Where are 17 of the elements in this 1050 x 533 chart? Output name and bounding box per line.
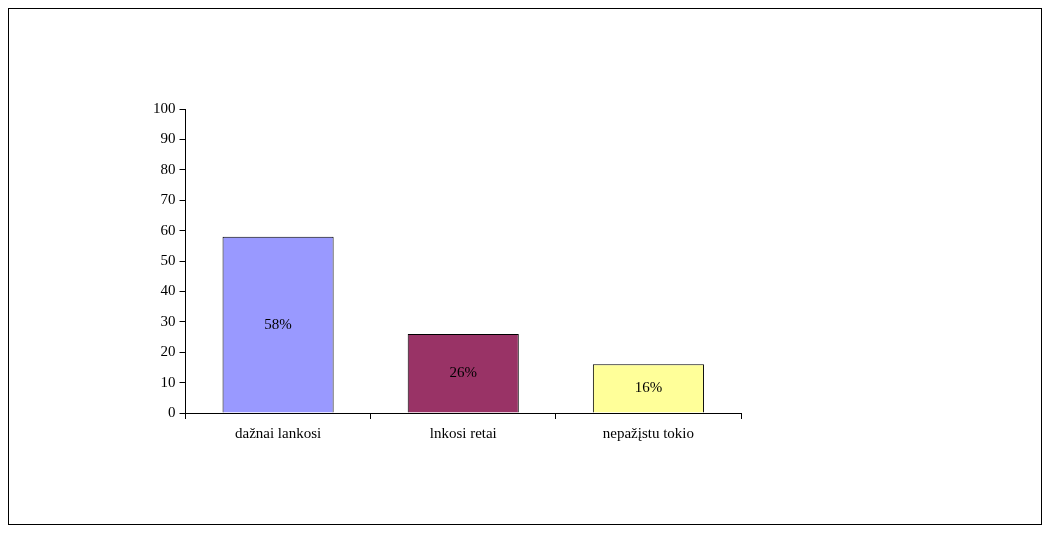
data-label: 16% — [634, 379, 663, 396]
y-tick-label: 40 — [160, 282, 176, 299]
x-tick-label: lnkosi retai — [429, 424, 497, 441]
y-tick-label: 0 — [168, 403, 176, 420]
y-tick-label: 50 — [160, 251, 176, 268]
y-tick-label: 90 — [160, 130, 176, 147]
x-tick-label: nepažįstu tokio — [602, 424, 695, 441]
x-tick-label: dažnai lankosi — [234, 424, 322, 441]
y-tick-label: 70 — [160, 191, 176, 208]
data-label: 58% — [264, 315, 292, 332]
y-tick-label: 10 — [160, 373, 176, 390]
data-label: 26% — [449, 364, 477, 381]
y-tick-label: 80 — [160, 160, 176, 177]
y-tick-label: 20 — [160, 343, 176, 360]
y-tick-label: 60 — [160, 221, 176, 238]
y-tick-label: 30 — [160, 312, 176, 329]
y-tick-label: 100 — [153, 99, 176, 116]
